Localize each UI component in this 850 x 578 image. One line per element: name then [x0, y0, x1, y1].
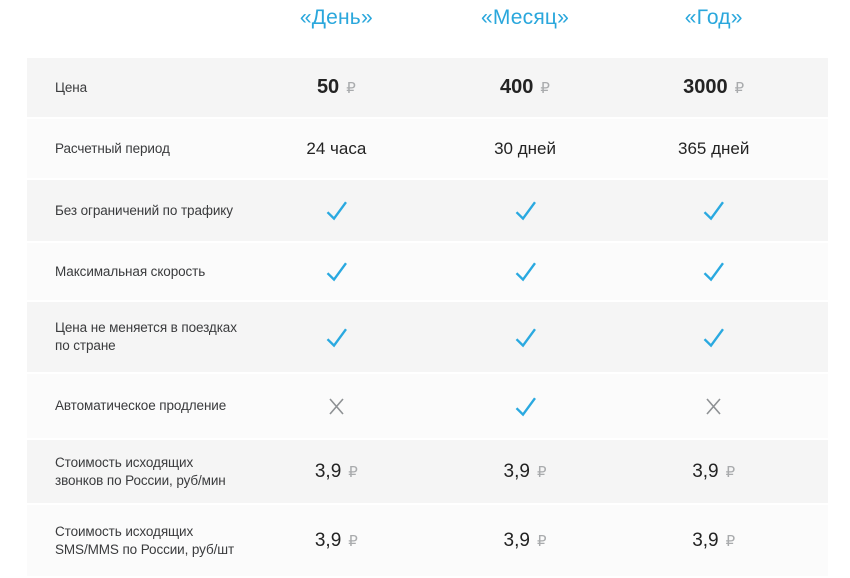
price-value: 3,9	[314, 460, 342, 482]
plan-header-day: «День»	[299, 6, 373, 29]
row-label: Без ограничений по трафику	[55, 202, 233, 218]
ruble-sign: ₽	[346, 79, 356, 97]
price-cell: 3,9 ₽	[242, 461, 431, 483]
text-cell: 365 дней	[619, 139, 808, 159]
price-value: 3,9	[692, 529, 719, 551]
table-row-roaming-price: Цена не меняется в поездках по стране	[27, 302, 828, 372]
text-cell: 30 дней	[431, 139, 620, 159]
ruble-sign: ₽	[348, 532, 358, 550]
ruble-sign: ₽	[725, 463, 736, 481]
tariff-comparison-table: «День» «Месяц» «Год» Цена 50 ₽ 400 ₽ 300…	[27, 0, 828, 576]
ruble-sign: ₽	[540, 79, 550, 97]
row-label: Стоимость исходящих звонков по России, р…	[55, 454, 226, 488]
check-icon	[431, 395, 620, 418]
check-icon	[431, 199, 620, 222]
ruble-sign: ₽	[734, 79, 745, 97]
table-row-period: Расчетный период 24 часа 30 дней 365 дне…	[27, 119, 828, 178]
row-label: Цена не меняется в поездках по стране	[55, 320, 237, 353]
table-row-auto-renewal: Автоматическое продление	[27, 374, 828, 438]
price-value: 3,9	[503, 529, 530, 551]
price-cell: 400 ₽	[431, 76, 620, 99]
check-icon	[242, 199, 431, 222]
check-icon	[431, 326, 620, 349]
price-value: 3,9	[503, 460, 530, 482]
price-cell: 3,9 ₽	[619, 461, 808, 483]
ruble-sign: ₽	[348, 463, 358, 481]
price-value: 50	[316, 76, 340, 98]
plan-header-year: «Год»	[684, 6, 743, 29]
ruble-sign: ₽	[536, 463, 547, 481]
price-cell: 3,9 ₽	[619, 530, 808, 552]
price-cell: 3,9 ₽	[431, 461, 620, 483]
plan-header-row: «День» «Месяц» «Год»	[27, 0, 828, 58]
cell-value: 30 дней	[494, 138, 556, 158]
cross-icon	[619, 397, 808, 416]
check-icon	[619, 260, 808, 283]
cell-value: 24 часа	[306, 138, 367, 158]
price-value: 3,9	[314, 529, 342, 551]
table-row-call-cost: Стоимость исходящих звонков по России, р…	[27, 440, 828, 503]
price-value: 3000	[683, 76, 728, 98]
text-cell: 24 часа	[242, 139, 431, 159]
ruble-sign: ₽	[536, 532, 547, 550]
check-icon	[242, 260, 431, 283]
row-label: Максимальная скорость	[55, 263, 206, 279]
table-row-sms-cost: Стоимость исходящих SMS/MMS по России, р…	[27, 505, 828, 576]
cross-icon	[242, 397, 431, 416]
cell-value: 365 дней	[678, 138, 750, 158]
table-row-traffic: Без ограничений по трафику	[27, 180, 828, 241]
row-label: Автоматическое продление	[55, 398, 227, 413]
price-cell: 50 ₽	[242, 76, 431, 99]
row-label: Расчетный период	[55, 140, 170, 156]
ruble-sign: ₽	[725, 532, 736, 550]
check-icon	[242, 326, 431, 349]
check-icon	[619, 199, 808, 222]
row-label: Цена	[55, 79, 88, 95]
price-value: 400	[500, 76, 534, 98]
price-cell: 3,9 ₽	[242, 530, 431, 552]
price-cell: 3000 ₽	[619, 76, 808, 99]
price-value: 3,9	[692, 460, 719, 482]
check-icon	[619, 326, 808, 349]
check-icon	[431, 260, 620, 283]
row-label: Стоимость исходящих SMS/MMS по России, р…	[55, 523, 235, 557]
table-row-speed: Максимальная скорость	[27, 243, 828, 300]
price-cell: 3,9 ₽	[431, 530, 620, 552]
plan-header-month: «Месяц»	[480, 6, 570, 29]
table-row-price: Цена 50 ₽ 400 ₽ 3000 ₽	[27, 58, 828, 117]
